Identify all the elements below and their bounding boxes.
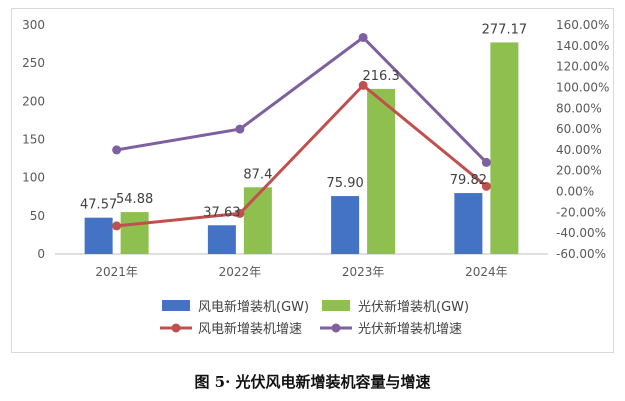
- left-axis-tick: 300: [22, 18, 45, 32]
- right-axis-tick: -40.00%: [556, 226, 606, 240]
- bar-data-label: 75.90: [327, 176, 364, 191]
- legend-label: 光伏新增装机增速: [358, 321, 462, 337]
- x-axis-tick: 2022年: [219, 265, 262, 279]
- bar-solar: [490, 42, 519, 255]
- chart-canvas: 0 50 100 150 200 250 300 -60.00% -40.00% -20.00% 0…: [22, 18, 609, 337]
- bar-data-label: 216.3: [363, 69, 400, 84]
- bar-wind: [84, 217, 113, 254]
- point-solar-growth: [358, 32, 368, 42]
- right-axis-tick: 60.00%: [556, 122, 602, 136]
- left-axis-tick: 50: [30, 209, 45, 223]
- bar-data-label: 37.63: [203, 205, 240, 220]
- legend-swatch: [322, 300, 350, 311]
- right-axis-tick: 40.00%: [556, 143, 602, 157]
- legend-label: 光伏新增装机(GW): [358, 299, 469, 315]
- left-axis-tick: 0: [37, 247, 45, 261]
- legend-label: 风电新增装机增速: [198, 321, 302, 337]
- bar-data-label: 277.17: [482, 22, 528, 37]
- legend-swatch: [162, 300, 190, 311]
- line-solar-growth: [116, 35, 488, 164]
- bar-solar: [120, 212, 149, 254]
- left-axis-tick: 250: [22, 56, 45, 70]
- left-axis-tick: 150: [22, 133, 45, 147]
- right-axis-tick: 20.00%: [556, 164, 602, 178]
- bar-solar: [243, 187, 272, 254]
- right-axis-tick: -60.00%: [556, 247, 606, 261]
- line-wind-growth: [116, 83, 488, 228]
- legend-marker: [331, 323, 341, 333]
- bar-wind: [207, 225, 236, 254]
- point-wind-growth: [358, 80, 368, 90]
- x-axis-tick: 2023年: [342, 265, 385, 279]
- bar-data-label: 87.4: [243, 167, 272, 182]
- x-axis-tick: 2024年: [465, 265, 508, 279]
- bar-data-label: 47.57: [80, 198, 117, 213]
- right-axis-tick: 100.00%: [556, 80, 609, 94]
- bar-data-label: 79.82: [450, 173, 487, 188]
- right-axis-tick: 0.00%: [556, 185, 594, 199]
- point-wind-growth: [112, 221, 122, 231]
- right-axis-tick: 140.00%: [556, 39, 609, 53]
- legend-label: 风电新增装机(GW): [198, 299, 309, 315]
- right-axis-tick: 160.00%: [556, 18, 609, 32]
- right-axis-tick: 120.00%: [556, 60, 609, 74]
- point-wind-growth: [235, 208, 245, 218]
- figure-caption: 图 5· 光伏风电新增装机容量与增速: [194, 373, 431, 391]
- legend-marker: [171, 323, 181, 333]
- bar-solar: [367, 88, 396, 255]
- point-solar-growth: [481, 157, 491, 167]
- left-axis-tick: 100: [22, 171, 45, 185]
- bar-data-label: 54.88: [116, 192, 153, 207]
- left-axis-tick: 200: [22, 94, 45, 108]
- x-axis-tick: 2021年: [95, 265, 138, 279]
- point-solar-growth: [112, 145, 122, 155]
- point-solar-growth: [235, 124, 245, 134]
- point-wind-growth: [481, 181, 491, 191]
- right-axis-tick: -20.00%: [556, 205, 606, 219]
- right-axis-tick: 80.00%: [556, 101, 602, 115]
- bar-wind: [454, 193, 483, 254]
- bar-wind: [331, 196, 360, 254]
